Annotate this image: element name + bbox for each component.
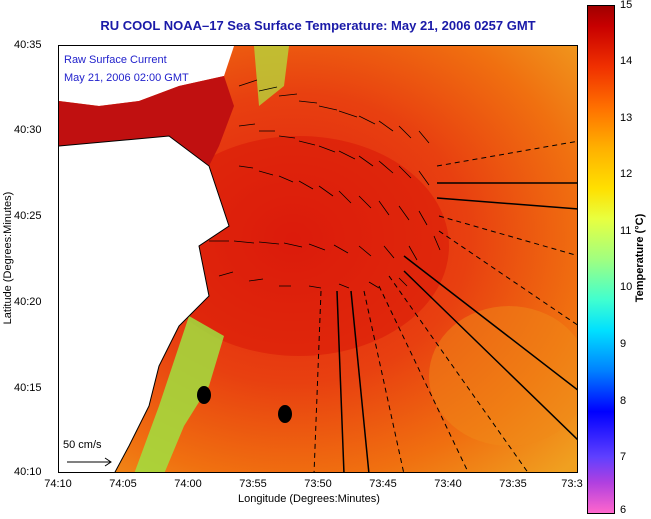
buoy-marker[interactable] bbox=[197, 386, 211, 404]
x-tick: 73:55 bbox=[239, 478, 267, 490]
colorbar-tick: 11 bbox=[620, 225, 632, 237]
harbor-water bbox=[59, 76, 234, 166]
colorbar-label: Temperature (°C) bbox=[634, 213, 646, 303]
x-tick: 74:00 bbox=[174, 478, 202, 490]
bay-cool-water bbox=[254, 46, 289, 106]
x-tick: 73:40 bbox=[434, 478, 462, 490]
buoy-marker[interactable] bbox=[278, 405, 292, 423]
coastline bbox=[59, 135, 230, 472]
temperature-colorbar bbox=[587, 5, 615, 514]
y-axis-label: Latitude (Degrees:Minutes) bbox=[2, 191, 14, 325]
transect-dashed-lines bbox=[313, 140, 577, 472]
x-tick: 74:05 bbox=[109, 478, 137, 490]
cool-patch bbox=[429, 306, 577, 446]
y-tick: 40:10 bbox=[14, 466, 42, 478]
x-tick: 73:50 bbox=[304, 478, 332, 490]
map-title: RU COOL NOAA–17 Sea Surface Temperature:… bbox=[100, 18, 536, 33]
colorbar-tick: 13 bbox=[620, 112, 633, 124]
x-tick: 73:45 bbox=[369, 478, 397, 490]
colorbar-tick: 6 bbox=[620, 504, 627, 516]
current-legend-title: Raw Surface Current bbox=[64, 54, 167, 66]
current-vectors bbox=[209, 79, 441, 289]
colorbar-tick: 10 bbox=[620, 281, 633, 293]
land-new-jersey bbox=[59, 136, 229, 472]
sst-map-canvas bbox=[59, 46, 577, 472]
y-tick: 40:35 bbox=[14, 39, 42, 51]
y-tick: 40:20 bbox=[14, 296, 42, 308]
land-long-island bbox=[59, 46, 234, 106]
coastal-cool-water bbox=[134, 316, 224, 472]
y-tick: 40:30 bbox=[14, 124, 42, 136]
colorbar-tick: 15 bbox=[620, 0, 633, 11]
y-tick: 40:25 bbox=[14, 210, 42, 222]
scale-label: 50 cm/s bbox=[63, 439, 102, 451]
sst-map[interactable] bbox=[58, 45, 578, 473]
transect-lines bbox=[336, 182, 577, 472]
colorbar-tick: 7 bbox=[620, 451, 627, 463]
colorbar-tick: 12 bbox=[620, 168, 633, 180]
colorbar-tick: 8 bbox=[620, 395, 627, 407]
x-tick: 73:3 bbox=[561, 478, 583, 490]
scale-arrow bbox=[67, 457, 112, 467]
colorbar-tick: 9 bbox=[620, 338, 627, 350]
x-tick: 73:35 bbox=[499, 478, 527, 490]
current-legend-date: May 21, 2006 02:00 GMT bbox=[64, 72, 189, 84]
x-tick: 74:10 bbox=[44, 478, 72, 490]
colorbar-tick: 14 bbox=[620, 55, 633, 67]
y-tick: 40:15 bbox=[14, 382, 42, 394]
x-axis-label: Longitude (Degrees:Minutes) bbox=[238, 493, 380, 505]
